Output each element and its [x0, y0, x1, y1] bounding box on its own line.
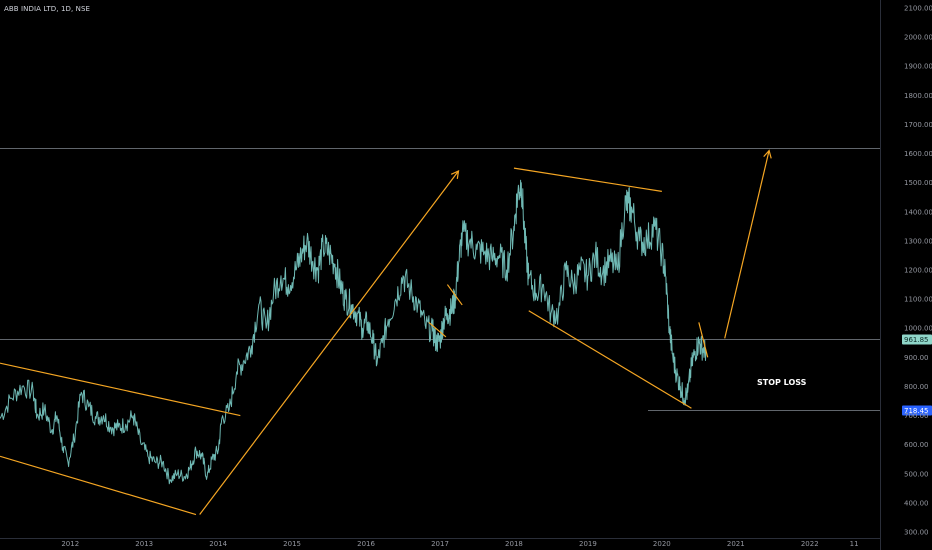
x-tick-label: 2013	[135, 540, 153, 548]
stop-loss-label: STOP LOSS	[757, 378, 807, 387]
y-tick-label: 2100.00	[904, 5, 932, 13]
y-tick-label: 800.00	[904, 383, 929, 391]
y-tick-label: 900.00	[904, 354, 929, 362]
y-tick-label: 400.00	[904, 499, 929, 507]
trendline	[199, 170, 459, 515]
trendline	[446, 284, 463, 306]
trendline	[698, 322, 709, 358]
trendline	[528, 310, 692, 409]
trendline	[724, 150, 770, 339]
y-tick-label: 1100.00	[904, 296, 932, 304]
arrow-head-icon	[763, 149, 772, 159]
y-tick-label: 1900.00	[904, 63, 932, 71]
stop-loss-price-badge	[902, 405, 932, 416]
y-tick-label: 1400.00	[904, 208, 932, 216]
x-tick-label: 2020	[653, 540, 671, 548]
x-tick-label: 2022	[801, 540, 819, 548]
y-tick-label: 1300.00	[904, 237, 932, 245]
trendline	[428, 321, 447, 338]
trendline	[0, 455, 197, 516]
x-tick-label: 2018	[505, 540, 523, 548]
y-axis: 2100.00 2000.00 1900.00 1800.00 1700.00 1600.…	[880, 0, 932, 550]
x-tick-label: 2015	[283, 540, 301, 548]
price-line	[0, 179, 707, 485]
y-tick-label: 1800.00	[904, 92, 932, 100]
y-tick-label: 500.00	[904, 470, 929, 478]
current-price-badge	[902, 334, 932, 345]
y-tick-label: 700.00	[904, 412, 929, 420]
y-tick-label: 600.00	[904, 441, 929, 449]
y-tick-label: 1600.00	[904, 150, 932, 158]
x-tick-label: 2016	[357, 540, 375, 548]
x-tick-label: 11	[850, 540, 859, 548]
y-tick-label: 1200.00	[904, 267, 932, 275]
x-tick-label: 2014	[209, 540, 227, 548]
x-axis: 2012 2013 2014 2015 2016 2017 2018 2019 2020 2021…	[0, 538, 880, 548]
arrow-head-icon	[450, 169, 460, 179]
y-tick-label: 1700.00	[904, 121, 932, 129]
current-price-text: 961.85	[904, 336, 929, 344]
y-tick-label: 2000.00	[904, 34, 932, 42]
trendline	[513, 167, 662, 192]
trendline	[0, 362, 241, 417]
x-tick-label: 2012	[61, 540, 79, 548]
symbol-title: ABB INDIA LTD, 1D, NSE	[4, 5, 91, 13]
trendlines	[0, 149, 772, 516]
y-tick-label: 1500.00	[904, 179, 932, 187]
x-tick-label: 2017	[431, 540, 449, 548]
x-tick-label: 2021	[727, 540, 745, 548]
stop-loss-price-text: 718.45	[904, 407, 929, 415]
y-tick-label: 300.00	[904, 529, 929, 537]
price-series	[0, 179, 707, 485]
horizontal-levels: 961.85 718.45	[0, 148, 932, 416]
y-tick-label: 1000.00	[904, 325, 932, 333]
x-tick-label: 2019	[579, 540, 597, 548]
